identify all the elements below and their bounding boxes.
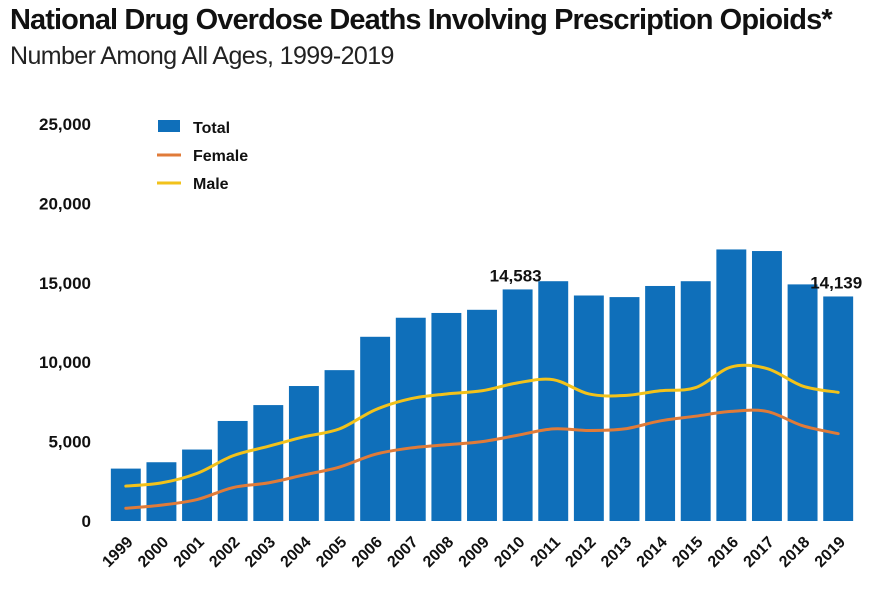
data-label-2019: 14,139 — [810, 273, 862, 292]
bar-total-2016 — [716, 249, 747, 521]
bar-total-2017 — [751, 251, 782, 522]
bar-total-2009 — [467, 309, 497, 521]
line-male — [124, 363, 840, 488]
data-label-2010: 14,583 — [490, 266, 542, 285]
legend-swatch-total — [158, 120, 180, 132]
y-tick-label: 20,000 — [39, 194, 91, 213]
x-axis: 1999200020012002200320042005200620072008… — [99, 534, 849, 571]
y-tick-label: 0 — [82, 512, 91, 531]
legend-label-female: Female — [193, 148, 248, 165]
x-tick-label: 2017 — [741, 534, 778, 571]
legend-label-male: Male — [193, 176, 229, 193]
bar-total-2015 — [680, 281, 711, 521]
x-tick-label: 2006 — [349, 534, 386, 571]
bar-total-2019 — [823, 296, 854, 521]
y-tick-label: 5,000 — [48, 433, 91, 452]
y-tick-label: 25,000 — [39, 115, 91, 134]
line-female — [124, 408, 840, 510]
y-tick-label: 15,000 — [39, 274, 91, 293]
x-tick-label: 2005 — [313, 534, 350, 571]
chart-title: National Drug Overdose Deaths Involving … — [10, 4, 833, 36]
x-tick-label: 2007 — [384, 534, 421, 571]
series-lines — [124, 363, 840, 510]
bar-total-2014 — [645, 285, 676, 521]
bar-total-1999 — [110, 468, 141, 521]
bar-total-2018 — [787, 284, 818, 521]
x-tick-label: 2000 — [135, 534, 172, 571]
x-tick-label: 2013 — [598, 534, 635, 571]
x-tick-label: 2003 — [242, 534, 279, 571]
bar-total-2004 — [288, 386, 319, 521]
x-tick-label: 2012 — [562, 534, 599, 571]
x-tick-label: 2010 — [491, 534, 528, 571]
x-tick-label: 2019 — [812, 534, 849, 571]
x-tick-label: 2009 — [456, 534, 493, 571]
x-tick-label: 2001 — [171, 534, 208, 571]
bar-total-2013 — [609, 297, 640, 521]
bar-total-2005 — [324, 370, 355, 521]
bar-total-2003 — [253, 405, 284, 521]
x-tick-label: 2011 — [527, 534, 564, 571]
x-tick-label: 2015 — [669, 534, 706, 571]
x-tick-label: 2014 — [634, 534, 671, 571]
bar-total-2001 — [182, 449, 213, 521]
y-tick-label: 10,000 — [39, 353, 91, 372]
x-tick-label: 2008 — [420, 534, 457, 571]
bar-total-2000 — [146, 462, 177, 521]
bar-total-2007 — [395, 317, 426, 521]
x-tick-label: 1999 — [99, 534, 136, 571]
x-tick-label: 2002 — [206, 534, 243, 571]
bar-total-2011 — [538, 281, 569, 521]
bar-total-2006 — [360, 336, 391, 521]
y-axis: 25,000 20,000 15,000 10,000 5,000 0 — [39, 115, 91, 531]
x-tick-label: 2016 — [705, 534, 742, 571]
x-tick-label: 2018 — [776, 534, 813, 571]
bar-total-2010 — [502, 289, 533, 521]
bar-total-2002 — [217, 420, 248, 521]
chart-subtitle: Number Among All Ages, 1999-2019 — [10, 42, 394, 70]
bars — [110, 249, 854, 522]
legend-label-total: Total — [193, 120, 230, 137]
bar-total-2012 — [573, 295, 604, 521]
bar-total-2008 — [431, 312, 462, 521]
data-labels: 14,583 14,139 — [490, 266, 863, 292]
legend: Total Female Male — [157, 120, 248, 193]
x-tick-label: 2004 — [278, 534, 315, 571]
